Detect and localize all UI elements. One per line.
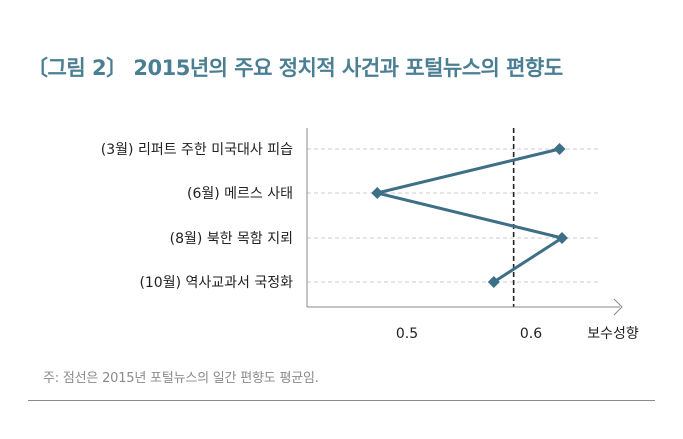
figure-title: 〔그림 2〕 2015년의 주요 정치적 사건과 포털뉴스의 편향도 bbox=[27, 56, 563, 80]
data-point bbox=[487, 276, 500, 288]
data-point bbox=[553, 143, 566, 155]
category-label: (6월) 메르스 사태 bbox=[187, 186, 293, 202]
grid-lines bbox=[307, 148, 598, 283]
category-label: (10월) 역사교과서 국정화 bbox=[139, 275, 293, 291]
x-tick-label: 0.5 bbox=[396, 326, 418, 342]
x-axis bbox=[306, 128, 623, 316]
category-label: (8월) 북한 목함 지뢰 bbox=[170, 231, 293, 247]
bottom-divider bbox=[28, 400, 655, 401]
data-point bbox=[371, 187, 384, 199]
x-axis-label: 보수성향 bbox=[587, 326, 639, 342]
x-tick-labels: 0.5 0.6 보수성향 bbox=[396, 326, 639, 342]
series bbox=[371, 143, 568, 288]
x-axis-arrow-icon bbox=[613, 298, 623, 316]
footnote: 주: 점선은 2015년 포털뉴스의 일간 편향도 평균임. bbox=[43, 371, 319, 386]
data-point bbox=[556, 232, 568, 244]
series-line bbox=[375, 147, 564, 284]
category-label: (3월) 리퍼트 주한 미국대사 피습 bbox=[101, 142, 293, 158]
category-labels: (3월) 리퍼트 주한 미국대사 피습 (6월) 메르스 사태 (8월) 북한 목함… bbox=[101, 142, 293, 291]
x-tick-label: 0.6 bbox=[520, 326, 542, 342]
